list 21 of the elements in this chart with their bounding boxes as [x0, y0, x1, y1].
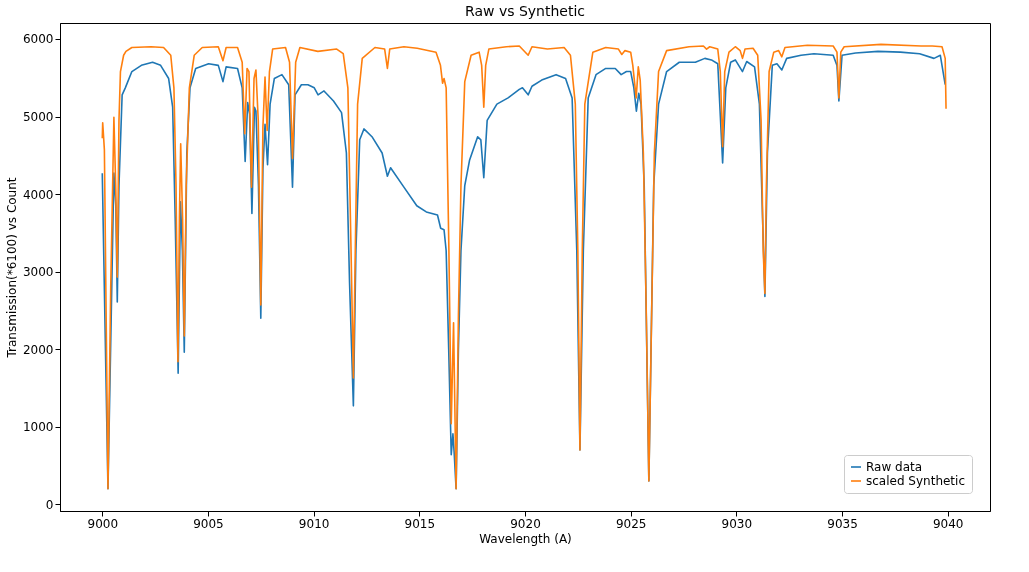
legend-label: scaled Synthetic [866, 474, 966, 488]
legend-label: Raw data [866, 460, 923, 474]
y-tick-label: 5000 [22, 110, 54, 125]
x-tick-label: 9040 [932, 516, 964, 531]
chart-title: Raw vs Synthetic [464, 3, 586, 19]
x-tick-label: 9010 [298, 516, 330, 531]
y-tick-label: 4000 [22, 187, 54, 202]
x-tick-label: 9035 [827, 516, 858, 531]
y-tick-label: 2000 [22, 342, 54, 357]
x-tick-label: 9005 [193, 516, 224, 531]
x-tick-label: 9000 [87, 516, 119, 531]
y-axis-title: Transmission(*6100) vs Count [4, 177, 19, 359]
x-tick-label: 9030 [721, 516, 753, 531]
y-tick-label: 0 [45, 497, 54, 512]
x-tick-label: 9015 [404, 516, 436, 531]
x-tick-label: 9025 [615, 516, 647, 531]
x-axis-title: Wavelength (A) [479, 531, 572, 546]
x-tick-label: 9020 [510, 516, 541, 531]
y-tick-label: 6000 [22, 32, 54, 47]
y-tick-label: 1000 [22, 420, 54, 435]
y-tick-label: 3000 [22, 265, 54, 280]
